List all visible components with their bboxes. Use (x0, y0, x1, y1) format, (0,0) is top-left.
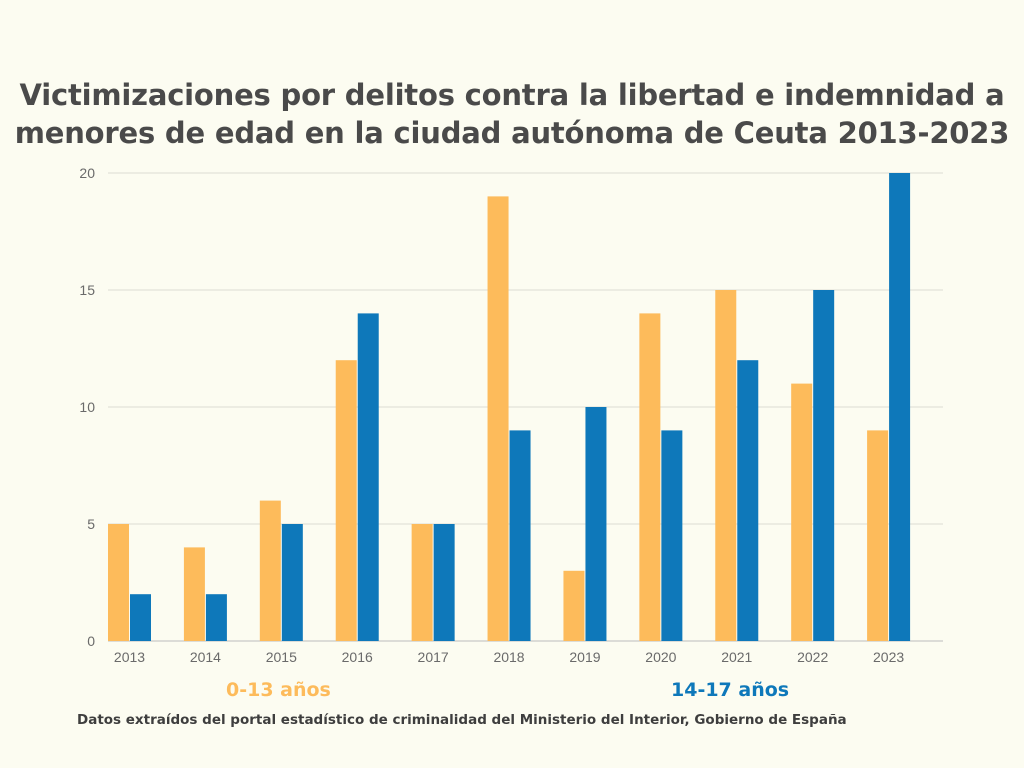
y-tick-label-0: 0 (87, 633, 95, 649)
legend-series-14-17: 14-17 años (671, 679, 790, 701)
x-tick-label-2023: 2023 (873, 649, 904, 665)
bar-14-17-2013 (130, 594, 151, 641)
bar-14-17-2022 (813, 290, 835, 641)
bar-14-17-2019 (585, 407, 607, 641)
chart-title-line-1: Victimizaciones por delitos contra la li… (19, 78, 1005, 112)
y-tick-label-10: 10 (79, 399, 95, 415)
bar-0-13-2019 (563, 570, 585, 641)
x-tick-label-2021: 2021 (721, 649, 752, 665)
bar-14-17-2023 (889, 173, 911, 641)
chart-title: Victimizaciones por delitos contra la li… (0, 76, 1024, 152)
y-tick-label-20: 20 (79, 165, 95, 181)
bar-14-17-2015 (281, 524, 303, 641)
bar-0-13-2016 (335, 360, 357, 641)
legend-series-0-13: 0-13 años (226, 679, 331, 701)
bar-14-17-2021 (737, 360, 759, 641)
bar-0-13-2018 (487, 196, 509, 641)
y-tick-label-15: 15 (79, 282, 95, 298)
bar-0-13-2015 (259, 500, 281, 641)
bar-14-17-2016 (357, 313, 379, 641)
x-tick-label-2016: 2016 (342, 649, 373, 665)
x-tick-label-2014: 2014 (190, 649, 221, 665)
bar-0-13-2021 (715, 290, 737, 641)
bar-0-13-2022 (791, 383, 813, 641)
x-tick-label-2015: 2015 (266, 649, 297, 665)
bar-0-13-2014 (183, 547, 205, 641)
x-tick-label-2013: 2013 (114, 649, 145, 665)
bar-0-13-2017 (411, 524, 433, 641)
bar-0-13-2023 (867, 430, 889, 641)
bar-0-13-2013 (108, 524, 129, 641)
bar-14-17-2017 (433, 524, 455, 641)
x-tick-label-2020: 2020 (645, 649, 676, 665)
source-note: Datos extraídos del portal estadístico d… (77, 712, 847, 728)
bar-0-13-2020 (639, 313, 661, 641)
x-tick-label-2019: 2019 (569, 649, 600, 665)
bar-14-17-2018 (509, 430, 531, 641)
bar-14-17-2020 (661, 430, 683, 641)
x-tick-label-2017: 2017 (418, 649, 449, 665)
bar-14-17-2014 (205, 594, 227, 641)
x-tick-label-2022: 2022 (797, 649, 828, 665)
chart-title-line-2: menores de edad en la ciudad autónoma de… (14, 116, 1010, 150)
x-tick-label-2018: 2018 (493, 649, 524, 665)
y-tick-label-5: 5 (87, 516, 95, 532)
